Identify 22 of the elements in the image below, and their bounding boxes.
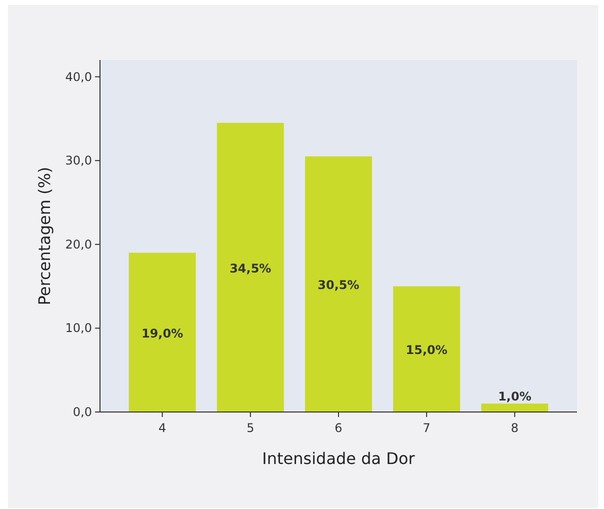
- bar: [481, 404, 548, 412]
- x-tick-label: 4: [158, 421, 166, 435]
- bar: [305, 156, 372, 412]
- bar: [393, 286, 460, 412]
- y-tick-label: 20,0: [65, 237, 92, 252]
- x-tick-label: 8: [510, 421, 519, 435]
- bar: [128, 252, 196, 412]
- data-label: 19,0%: [141, 326, 184, 340]
- data-label: 1,0%: [498, 390, 532, 404]
- y-tick-label: 0,0: [72, 405, 92, 419]
- x-tick-label: 6: [334, 421, 342, 435]
- data-label: 34,5%: [230, 261, 272, 276]
- data-label: 15,0%: [406, 343, 448, 358]
- y-tick-label: 10,0: [65, 321, 92, 336]
- y-axis-title: Percentagem (%): [35, 166, 54, 306]
- x-tick-label: 7: [422, 421, 430, 435]
- x-axis-title: Intensidade da Dor: [262, 449, 416, 468]
- y-tick-label: 30,0: [65, 154, 92, 168]
- y-tick-label: 40,0: [65, 70, 92, 84]
- data-label: 30,5%: [318, 278, 360, 292]
- bar: [216, 122, 284, 412]
- x-tick-label: 5: [246, 421, 254, 435]
